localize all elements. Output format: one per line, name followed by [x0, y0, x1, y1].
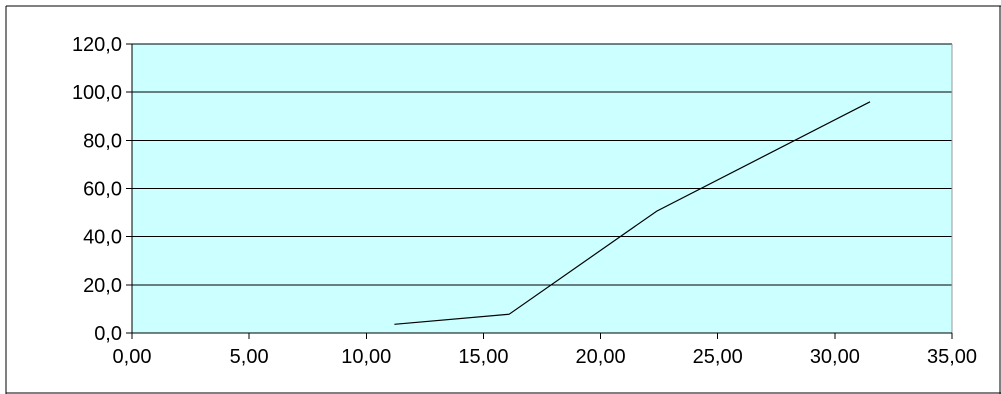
series-line-0 [394, 101, 871, 325]
y-tick-label-6: 120,0 [72, 34, 122, 56]
x-tick-label-3: 15,00 [458, 346, 508, 368]
y-axis-ticks [126, 43, 132, 334]
y-axis-tick-labels: 0,0 20,0 40,0 60,0 80,0 100,0 120,0 [72, 34, 122, 345]
data-series [394, 101, 871, 325]
y-tick-label-2: 40,0 [83, 227, 122, 249]
x-tick-label-4: 20,00 [576, 346, 626, 368]
y-tick-label-3: 60,0 [83, 179, 122, 201]
x-tick-label-1: 5,00 [230, 346, 269, 368]
x-tick-label-6: 30,00 [810, 346, 860, 368]
y-tick-label-4: 80,0 [83, 130, 122, 152]
y-tick-label-5: 100,0 [72, 82, 122, 104]
x-axis-ticks [131, 333, 953, 339]
x-tick-label-2: 10,00 [341, 346, 391, 368]
x-tick-label-5: 25,00 [693, 346, 743, 368]
y-tick-label-1: 20,0 [83, 275, 122, 297]
gridlines [132, 43, 953, 333]
y-tick-label-0: 0,0 [94, 323, 122, 345]
x-tick-label-7: 35,00 [927, 346, 977, 368]
x-tick-label-0: 0,00 [113, 346, 152, 368]
x-axis-tick-labels: 0,00 5,00 10,00 15,00 20,00 25,00 30,00 35,00 [113, 346, 978, 368]
